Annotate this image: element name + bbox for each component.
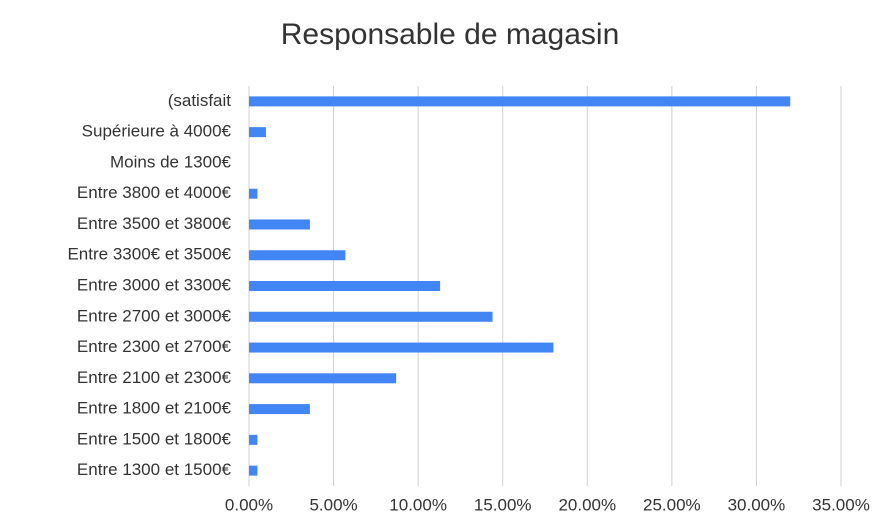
bar [249, 434, 258, 445]
y-tick-label: Entre 3300€ et 3500€ [67, 245, 231, 264]
y-tick-label: (satisfait [168, 91, 232, 110]
bar [249, 342, 554, 353]
bar [249, 188, 258, 199]
x-tick-label: 25.00% [643, 495, 701, 514]
x-tick-label: 0.00% [225, 495, 273, 514]
bar [249, 250, 346, 261]
bar [249, 373, 397, 384]
bar [249, 311, 493, 322]
x-tick-label: 15.00% [474, 495, 532, 514]
y-tick-label: Entre 3500 et 3800€ [77, 214, 232, 233]
chart-title: Responsable de magasin [281, 18, 620, 51]
y-tick-label: Supérieure à 4000€ [82, 122, 232, 141]
y-tick-label: Entre 1800 et 2100€ [77, 399, 232, 418]
y-tick-label: Entre 2700 et 3000€ [77, 306, 232, 325]
y-tick-label: Entre 1300 et 1500€ [77, 460, 232, 479]
y-tick-label: Entre 3800 et 4000€ [77, 183, 232, 202]
bar [249, 96, 791, 107]
y-tick-label: Entre 1500 et 1800€ [77, 429, 232, 448]
x-tick-label: 5.00% [309, 495, 357, 514]
y-tick-label: Moins de 1300€ [110, 152, 232, 171]
bar [249, 404, 310, 415]
bar [249, 127, 266, 138]
x-tick-label: 30.00% [728, 495, 786, 514]
x-tick-label: 10.00% [389, 495, 447, 514]
y-tick-label: Entre 3000 et 3300€ [77, 275, 232, 294]
x-tick-label: 35.00% [812, 495, 870, 514]
bar [249, 465, 258, 476]
x-tick-label: 20.00% [558, 495, 616, 514]
bar [249, 219, 310, 230]
y-tick-label: Entre 2100 et 2300€ [77, 368, 232, 387]
bar [249, 281, 441, 291]
y-tick-label: Entre 2300 et 2700€ [77, 337, 232, 356]
